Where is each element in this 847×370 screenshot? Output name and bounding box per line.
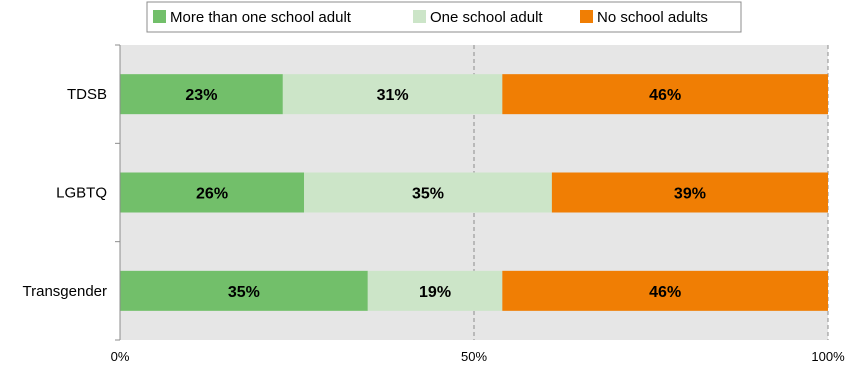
bar-lgbtq-no-school-adults xyxy=(551,172,828,213)
x-tick-label-0: 0% xyxy=(111,349,130,364)
data-label-lgbtq-one-school-adult: 35% xyxy=(412,186,444,203)
x-tick-label-100: 100% xyxy=(811,349,845,364)
bar-lgbtq-more-than-one-school-adult xyxy=(120,172,305,213)
bar-tdsb-more-than-one-school-adult xyxy=(120,74,283,115)
bar-transgender-one-school-adult xyxy=(367,270,503,311)
legend-label-none: No school adults xyxy=(597,9,708,26)
legend-label-more-than-one: More than one school adult xyxy=(170,9,352,26)
data-label-transgender-more-than-one-school-adult: 35% xyxy=(228,284,260,301)
legend-swatch-more-than-one xyxy=(153,10,166,23)
legend-label-one: One school adult xyxy=(430,9,543,26)
bar-tdsb-no-school-adults xyxy=(502,74,828,115)
category-label-lgbtq: LGBTQ xyxy=(56,185,107,202)
data-label-transgender-one-school-adult: 19% xyxy=(419,284,451,301)
data-label-tdsb-one-school-adult: 31% xyxy=(377,87,409,104)
legend-swatch-one xyxy=(413,10,426,23)
bar-transgender-no-school-adults xyxy=(502,270,828,311)
data-label-tdsb-no-school-adults: 46% xyxy=(649,87,681,104)
legend: More than one school adult One school ad… xyxy=(146,1,742,33)
bar-transgender-more-than-one-school-adult xyxy=(120,270,368,311)
data-label-transgender-no-school-adults: 46% xyxy=(649,284,681,301)
bar-tdsb-one-school-adult xyxy=(282,74,503,115)
category-label-transgender: Transgender xyxy=(23,283,108,300)
x-tick-label-50: 50% xyxy=(461,349,487,364)
data-label-lgbtq-more-than-one-school-adult: 26% xyxy=(196,186,228,203)
data-label-lgbtq-no-school-adults: 39% xyxy=(674,186,706,203)
legend-frame xyxy=(146,1,742,33)
legend-swatch-none xyxy=(580,10,593,23)
category-label-tdsb: TDSB xyxy=(67,86,107,103)
data-label-tdsb-more-than-one-school-adult: 23% xyxy=(185,87,217,104)
bar-lgbtq-one-school-adult xyxy=(304,172,552,213)
